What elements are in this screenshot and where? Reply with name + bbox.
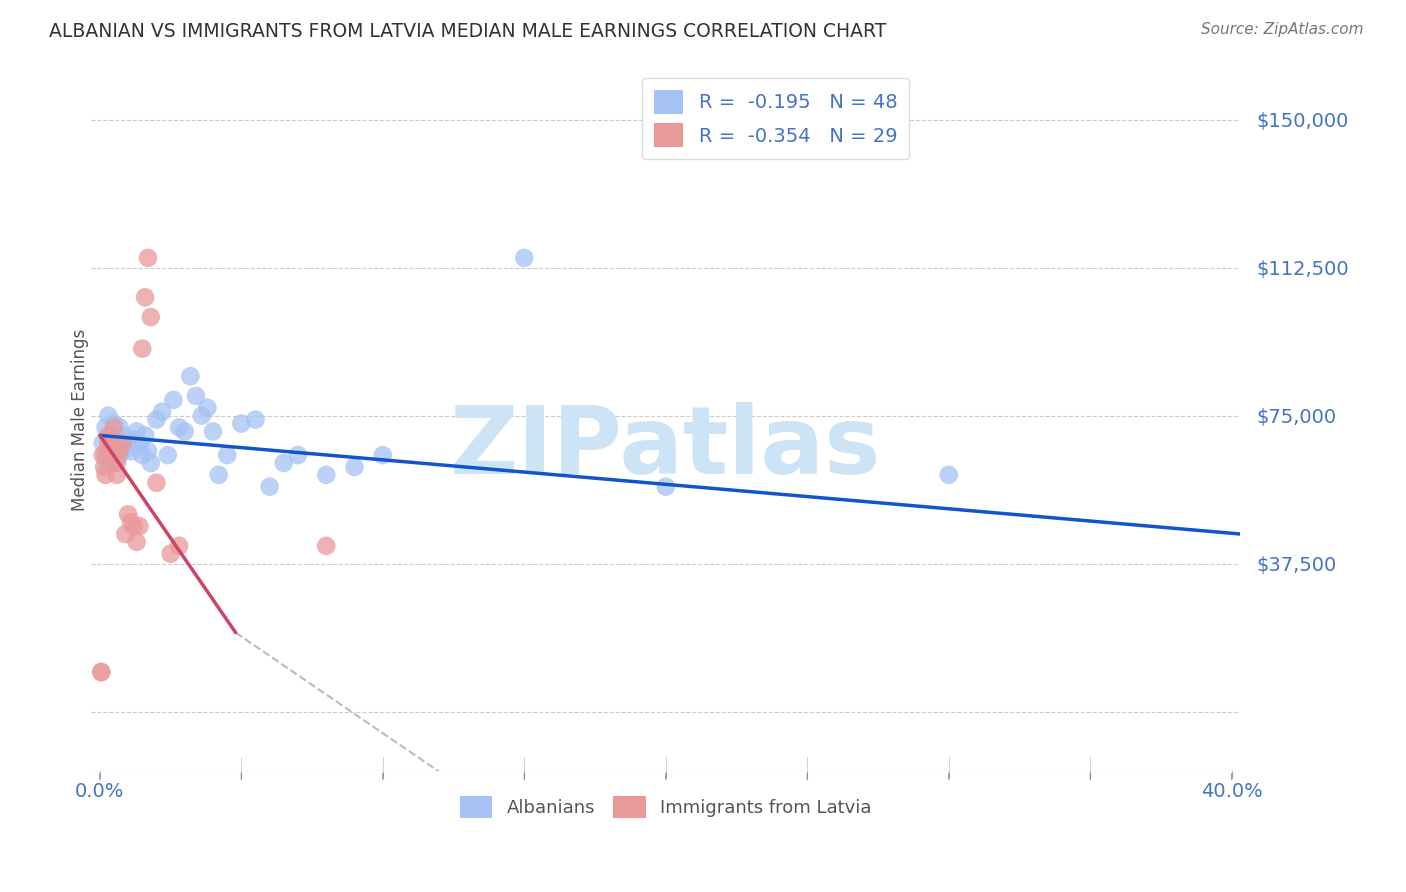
Y-axis label: Median Male Earnings: Median Male Earnings [72,328,89,511]
Point [273,456,295,470]
Point [97,448,120,462]
Point [114,436,136,450]
Point [217,448,239,462]
Point [91,448,114,462]
Point [195,401,218,415]
Point [190,409,212,423]
Point [371,448,394,462]
Point [90,665,112,679]
Point [125,535,148,549]
Point [145,475,167,490]
Point [139,456,162,470]
Point [315,539,337,553]
Point [134,428,156,442]
Point [315,467,337,482]
Point [134,290,156,304]
Point [145,412,167,426]
Text: Source: ZipAtlas.com: Source: ZipAtlas.com [1201,22,1364,37]
Point [131,342,153,356]
Point [125,425,148,439]
Point [208,467,231,482]
Point [173,425,195,439]
Point [108,448,131,462]
Point [128,436,150,450]
Point [108,420,131,434]
Point [150,405,173,419]
Text: ALBANIAN VS IMMIGRANTS FROM LATVIA MEDIAN MALE EARNINGS CORRELATION CHART: ALBANIAN VS IMMIGRANTS FROM LATVIA MEDIA… [49,22,887,41]
Point [94,448,117,462]
Point [97,436,120,450]
Point [184,389,207,403]
Point [93,459,115,474]
Point [287,448,309,462]
Point [103,420,125,434]
Point [117,440,139,454]
Point [94,467,117,482]
Point [167,420,190,434]
Point [156,448,179,462]
Point [100,428,122,442]
Point [167,539,190,553]
Point [111,436,134,450]
Point [120,515,142,529]
Point [655,480,678,494]
Point [97,428,120,442]
Point [139,310,162,324]
Point [90,665,112,679]
Point [245,412,267,426]
Point [108,444,131,458]
Point [938,467,960,482]
Point [94,420,117,434]
Point [105,433,128,447]
Legend: Albanians, Immigrants from Latvia: Albanians, Immigrants from Latvia [453,789,879,825]
Point [131,448,153,462]
Point [122,519,145,533]
Point [100,456,122,470]
Point [94,452,117,467]
Point [120,444,142,458]
Text: ZIPatlas: ZIPatlas [450,401,882,493]
Point [103,440,125,454]
Point [162,392,184,407]
Point [111,428,134,442]
Point [122,433,145,447]
Point [259,480,281,494]
Point [136,251,159,265]
Point [513,251,536,265]
Point [202,425,225,439]
Point [97,409,120,423]
Point [114,527,136,541]
Point [128,519,150,533]
Point [136,444,159,458]
Point [179,369,201,384]
Point [343,459,366,474]
Point [117,508,139,522]
Point [159,547,181,561]
Point [105,467,128,482]
Point [100,436,122,450]
Point [105,452,128,467]
Point [231,417,253,431]
Point [105,456,128,470]
Point [103,417,125,431]
Point [103,448,125,462]
Point [91,436,114,450]
